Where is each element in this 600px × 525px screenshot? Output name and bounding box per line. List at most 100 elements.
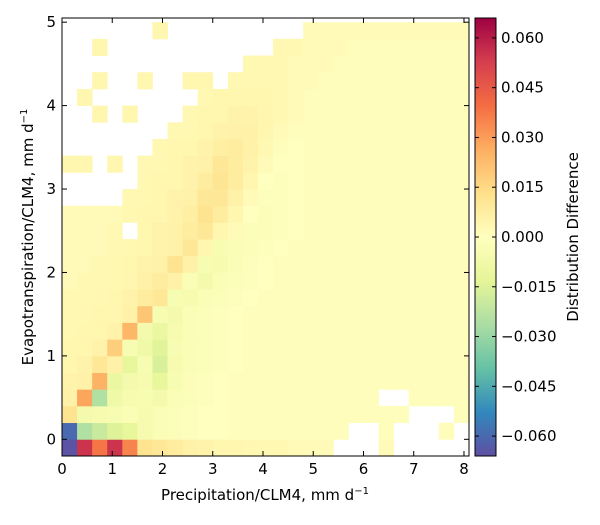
heatmap-cell xyxy=(438,155,455,173)
heatmap-cell xyxy=(167,138,183,157)
heatmap-cell xyxy=(363,88,379,106)
heatmap-cell xyxy=(212,272,229,290)
heatmap-cell xyxy=(273,305,289,323)
heatmap-cell xyxy=(288,389,304,407)
heatmap-cell xyxy=(288,38,304,56)
heatmap-cell xyxy=(167,322,183,340)
axis-ticks xyxy=(61,18,469,456)
heatmap-cell xyxy=(318,289,334,307)
heatmap-cell xyxy=(333,305,349,323)
heatmap-cell xyxy=(122,339,138,357)
heatmap-cell xyxy=(92,255,108,273)
heatmap-cell xyxy=(303,222,319,240)
heatmap-cell xyxy=(453,138,469,157)
heatmap-cell xyxy=(182,155,199,173)
heatmap-cell xyxy=(212,339,229,357)
heatmap-cell xyxy=(137,355,153,373)
heatmap-cell xyxy=(333,372,349,390)
heatmap-cell xyxy=(257,355,274,373)
heatmap-cell xyxy=(318,172,334,190)
heatmap-cell xyxy=(288,372,304,390)
heatmap-cell xyxy=(197,205,214,223)
heatmap-cells xyxy=(62,22,469,456)
heatmap-cell xyxy=(197,305,214,323)
heatmap-cell xyxy=(438,55,455,73)
heatmap-cell xyxy=(423,172,440,190)
heatmap-cell xyxy=(273,355,289,373)
heatmap-cell xyxy=(273,189,289,207)
x-tick-label: 0 xyxy=(57,460,67,478)
heatmap-cell xyxy=(212,239,229,257)
heatmap-cell xyxy=(273,122,289,140)
heatmap-cell xyxy=(378,239,395,257)
heatmap-cell xyxy=(288,305,304,323)
heatmap-cell xyxy=(423,88,440,106)
heatmap-cell xyxy=(318,205,334,223)
heatmap-cell xyxy=(348,389,364,407)
colorbar-label: Distribution Difference xyxy=(564,152,582,322)
heatmap-cell xyxy=(453,239,469,257)
heatmap-cell xyxy=(62,272,78,290)
heatmap-cell xyxy=(107,389,123,407)
heatmap-cell xyxy=(303,122,319,140)
heatmap-cell xyxy=(423,289,440,307)
heatmap-cell xyxy=(242,272,259,290)
heatmap-cell xyxy=(227,439,244,456)
heatmap-cell xyxy=(242,88,259,106)
heatmap-cell xyxy=(438,355,455,373)
heatmap-cell xyxy=(423,205,440,223)
heatmap-cell xyxy=(182,105,199,123)
heatmap-cell xyxy=(92,239,108,257)
heatmap-cell xyxy=(182,389,199,407)
heatmap-cell xyxy=(137,72,153,90)
heatmap-cell xyxy=(62,439,78,456)
heatmap-cell xyxy=(378,155,395,173)
heatmap-cell xyxy=(227,189,244,207)
heatmap-cell xyxy=(77,422,93,440)
y-tick-label: 4 xyxy=(46,97,56,115)
heatmap-cell xyxy=(122,272,138,290)
heatmap-cell xyxy=(77,372,93,390)
heatmap-cell xyxy=(122,255,138,273)
heatmap-cell xyxy=(393,222,410,240)
heatmap-cell xyxy=(348,255,364,273)
heatmap-cell xyxy=(227,289,244,307)
heatmap-cell xyxy=(453,389,469,407)
heatmap-cell xyxy=(242,105,259,123)
heatmap-cell xyxy=(408,122,425,140)
heatmap-cell xyxy=(137,205,153,223)
heatmap-cell xyxy=(137,255,153,273)
heatmap-cell xyxy=(303,105,319,123)
heatmap-cell xyxy=(197,389,214,407)
heatmap-cell xyxy=(378,38,395,56)
heatmap-cell xyxy=(122,189,138,207)
heatmap-cell xyxy=(438,222,455,240)
heatmap-cell xyxy=(318,155,334,173)
heatmap-cell xyxy=(393,189,410,207)
y-tick-label: 1 xyxy=(46,347,56,365)
heatmap-cell xyxy=(182,122,199,140)
heatmap-cell xyxy=(378,55,395,73)
heatmap-cell xyxy=(273,222,289,240)
heatmap-cell xyxy=(62,155,78,173)
heatmap-cell xyxy=(288,239,304,257)
heatmap-cell xyxy=(242,405,259,424)
heatmap-cell xyxy=(333,339,349,357)
colorbar-frame xyxy=(474,17,497,457)
heatmap-cell xyxy=(137,172,153,190)
heatmap-cell xyxy=(77,155,93,173)
heatmap-cell xyxy=(363,239,379,257)
heatmap-cell xyxy=(348,155,364,173)
heatmap-cell xyxy=(242,172,259,190)
heatmap-cell xyxy=(303,272,319,290)
heatmap-cell xyxy=(318,38,334,56)
heatmap-cell xyxy=(453,322,469,340)
heatmap-cell xyxy=(318,322,334,340)
heatmap-cell xyxy=(408,305,425,323)
heatmap-cell xyxy=(453,88,469,106)
heatmap-cell xyxy=(333,239,349,257)
heatmap-cell xyxy=(197,72,214,90)
heatmap-cell xyxy=(197,138,214,157)
heatmap-cell xyxy=(333,355,349,373)
heatmap-cell xyxy=(333,322,349,340)
